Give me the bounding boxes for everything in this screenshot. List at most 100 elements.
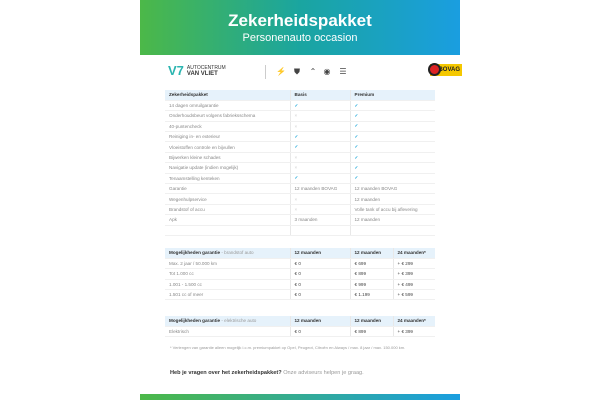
table-row: 1.001 - 1.500 cc € 0 € 999 + € 499 (165, 279, 435, 291)
check-icon: ✓ (349, 121, 435, 133)
contact-question: Heb je vragen over het zekerheidspakket?… (170, 370, 364, 376)
section-title: Mogelijkheden garantie (169, 250, 221, 256)
check-icon: ✓ (349, 100, 435, 112)
table-cell: € 0 (289, 279, 350, 291)
dealer-name-line1: AUTOCENTRUM (186, 64, 226, 71)
table-cell: Tenaamstelling kenteken (165, 173, 290, 185)
check-icon: ✓ (349, 141, 435, 153)
table-cell: 12 maanden (349, 214, 435, 226)
check-icon: ✓ (289, 141, 350, 153)
table-cell: € 0 (289, 289, 350, 301)
x-icon: × (289, 121, 350, 133)
always-logo-icon: ☰ (339, 67, 347, 76)
check-icon: ✓ (349, 162, 435, 174)
table-header-row: Mogelijkheden garantie - elektrische aut… (165, 316, 435, 327)
table-row: Navigatie update (indien mogelijk) × ✓ (165, 162, 435, 174)
document: Zekerheidspakket Personenauto occasion V… (140, 0, 462, 400)
table-cell: € 699 (349, 258, 393, 270)
header-cell: 12 maanden (289, 316, 350, 327)
header-cell: 12 maanden (349, 248, 393, 259)
table-cell: Onderhoudsbeurt volgens fabrieksschema (165, 110, 290, 122)
bovag-logo: BOVAG (428, 63, 462, 76)
table-cell: 3 maanden (289, 214, 350, 226)
table-cell: 40-puntencheck (165, 121, 290, 133)
table-row: Tot 1.000 cc € 0 € 899 + € 399 (165, 268, 435, 280)
electric-warranty-table: Mogelijkheden garantie - elektrische aut… (165, 316, 435, 338)
table-cell: + € 499 (392, 279, 435, 291)
table-cell: 1.501 cc of meer (165, 289, 290, 301)
header-cell: Zekerheidspakket (165, 90, 290, 101)
table-cell: + € 599 (392, 289, 435, 301)
header-banner: Zekerheidspakket Personenauto occasion (140, 0, 460, 55)
table-row: Onderhoudsbeurt volgens fabrieksschema × ✓ (165, 110, 435, 122)
table-cell: € 1.199 (349, 289, 393, 301)
table-cell: 14 dagen omruilgarantie (165, 100, 290, 112)
header-cell: Mogelijkheden garantie - brandstof auto (165, 248, 290, 259)
table-cell: 12 maanden (349, 193, 435, 205)
table-header-row: Zekerheidspakket Basis Premium (165, 90, 435, 101)
table-cell: Volle tank of accu bij aflevering (349, 204, 435, 216)
table-cell: € 899 (349, 268, 393, 280)
table-row: Max. 2 jaar / 50.000 km € 0 € 699 + € 299 (165, 258, 435, 270)
table-cell: 12 maanden BOVAG (349, 183, 435, 195)
section-suffix: - brandstof auto (221, 250, 254, 256)
page-title: Zekerheidspakket (228, 11, 372, 30)
table-row: Tenaamstelling kenteken ✓ ✓ (165, 173, 435, 185)
table-cell: Brandstof of accu (165, 204, 290, 216)
header-cell: Basis (289, 90, 350, 101)
check-icon: ✓ (349, 173, 435, 185)
package-table: Zekerheidspakket Basis Premium 14 dagen … (165, 90, 435, 236)
table-cell: € 899 (349, 326, 393, 338)
table-row: Garantie 12 maanden BOVAG 12 maanden BOVAG (165, 183, 435, 195)
x-icon: × (289, 162, 350, 174)
table-row: Wegenhulpservice × 12 maanden (165, 193, 435, 205)
table-cell: Elektrisch (165, 326, 290, 338)
check-icon: ✓ (349, 131, 435, 143)
opel-logo-icon: ⚡ (276, 67, 286, 76)
x-icon: × (289, 204, 350, 216)
logo-row: V7 AUTOCENTRUM VAN VLIET ⚡ ⛊ ⌃ ◉ ☰ BOVAG (168, 63, 462, 81)
table-cell: Reiniging in- en exterieur (165, 131, 290, 143)
table-cell: € 999 (349, 279, 393, 291)
table-cell: 1.001 - 1.500 cc (165, 279, 290, 291)
table-cell: Wegenhulpservice (165, 193, 290, 205)
section-title: Mogelijkheden garantie (169, 318, 221, 324)
bovag-text: BOVAG (438, 67, 460, 73)
page-subtitle: Personenauto occasion (242, 32, 358, 44)
table-cell: Garantie (165, 183, 290, 195)
check-icon: ✓ (349, 110, 435, 122)
table-cell: Tot 1.000 cc (165, 268, 290, 280)
check-icon: ✓ (289, 100, 350, 112)
x-icon: × (289, 110, 350, 122)
header-cell: 24 maanden* (392, 248, 435, 259)
footer-bar (140, 394, 460, 400)
table-cell: Bijwerken kleine schades (165, 152, 290, 164)
question-text: Onze adviseurs helpen je graag. (283, 370, 364, 376)
citroen-logo-icon: ⌃ (309, 67, 317, 76)
table-cell: Max. 2 jaar / 50.000 km (165, 258, 290, 270)
table-cell: € 0 (289, 258, 350, 270)
table-cell: € 0 (289, 268, 350, 280)
header-cell: Premium (349, 90, 435, 101)
table-row: 40-puntencheck × ✓ (165, 121, 435, 133)
peugeot-logo-icon: ⛊ (294, 67, 300, 76)
divider (265, 65, 266, 79)
check-icon: ✓ (349, 152, 435, 164)
footnote: * Verlengen van garantie alleen mogelijk… (170, 345, 406, 350)
header-cell: 24 maanden* (392, 316, 435, 327)
ds-logo-icon: ◉ (323, 67, 331, 76)
table-row: Vloeistoffen controle en bijvullen ✓ ✓ (165, 141, 435, 153)
table-cell: Navigatie update (indien mogelijk) (165, 162, 290, 174)
table-row: Reiniging in- en exterieur ✓ ✓ (165, 131, 435, 143)
section-suffix: - elektrische auto (221, 318, 257, 324)
x-icon: × (289, 152, 350, 164)
table-row: Bijwerken kleine schades × ✓ (165, 152, 435, 164)
check-icon: ✓ (289, 173, 350, 185)
table-row: Brandstof of accu × Volle tank of accu bij… (165, 204, 435, 216)
table-cell: Apk (165, 214, 290, 226)
header-cell: 12 maanden (349, 316, 393, 327)
table-cell: Vloeistoffen controle en bijvullen (165, 141, 290, 153)
table-cell: 12 maanden BOVAG (289, 183, 350, 195)
header-cell: 12 maanden (289, 248, 350, 259)
check-icon: ✓ (289, 131, 350, 143)
